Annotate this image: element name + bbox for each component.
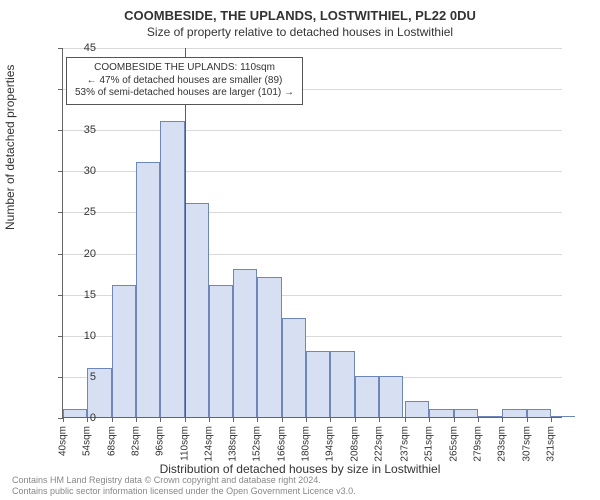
x-tick-label: 237sqm — [400, 426, 411, 462]
x-tick-label: 293sqm — [497, 426, 508, 462]
x-tick-label: 138sqm — [228, 426, 239, 462]
footer-line-1: Contains HM Land Registry data © Crown c… — [12, 475, 588, 485]
y-tick-label: 10 — [66, 330, 96, 342]
histogram-bar — [136, 162, 160, 417]
histogram-bar — [233, 269, 257, 417]
annotation-line: ← 47% of detached houses are smaller (89… — [75, 75, 294, 88]
x-tick-label: 279sqm — [472, 426, 483, 462]
x-tick-label: 124sqm — [203, 426, 214, 462]
y-tick-label: 30 — [66, 165, 96, 177]
x-tick-label: 110sqm — [179, 426, 190, 461]
histogram-bar — [454, 409, 478, 417]
chart-subtitle: Size of property relative to detached ho… — [0, 25, 600, 39]
histogram-bar — [478, 416, 502, 417]
histogram-bar — [527, 409, 551, 417]
x-tick-label: 68sqm — [106, 426, 117, 456]
y-tick-label: 25 — [66, 206, 96, 218]
x-tick-label: 40sqm — [58, 426, 69, 456]
y-axis-title: Number of detached properties — [3, 65, 17, 230]
y-tick-label: 15 — [66, 289, 96, 301]
y-tick-label: 5 — [66, 371, 96, 383]
histogram-bar — [551, 416, 575, 417]
histogram-bar — [282, 318, 306, 417]
x-tick-label: 54sqm — [82, 426, 93, 456]
histogram-bar — [160, 121, 184, 417]
histogram-bar — [429, 409, 453, 417]
histogram-bar — [502, 409, 526, 417]
footer-line-2: Contains public sector information licen… — [12, 486, 588, 496]
x-tick-label: 96sqm — [155, 426, 166, 456]
histogram-bar — [306, 351, 330, 417]
x-tick-label: 321sqm — [545, 426, 556, 462]
x-tick-label: 251sqm — [424, 426, 435, 462]
x-tick-label: 222sqm — [373, 426, 384, 462]
histogram-bar — [379, 376, 403, 417]
y-tick-label: 45 — [66, 42, 96, 54]
histogram-bar — [330, 351, 354, 417]
chart-title: COOMBESIDE, THE UPLANDS, LOSTWITHIEL, PL… — [0, 8, 600, 23]
x-tick-label: 82sqm — [130, 426, 141, 456]
annotation-line: COOMBESIDE THE UPLANDS: 110sqm — [75, 62, 294, 75]
annotation-line: 53% of semi-detached houses are larger (… — [75, 87, 294, 100]
x-tick-label: 208sqm — [349, 426, 360, 462]
footer: Contains HM Land Registry data © Crown c… — [12, 475, 588, 496]
x-tick-label: 180sqm — [301, 426, 312, 462]
histogram-bar — [355, 376, 379, 417]
histogram-bar — [185, 203, 209, 417]
y-tick-label: 20 — [66, 248, 96, 260]
x-tick-label: 307sqm — [521, 426, 532, 462]
histogram-bar — [405, 401, 429, 417]
y-tick-label: 35 — [66, 124, 96, 136]
x-tick-label: 166sqm — [276, 426, 287, 462]
y-tick-label: 0 — [66, 412, 96, 424]
x-axis-title: Distribution of detached houses by size … — [0, 462, 600, 476]
title-block: COOMBESIDE, THE UPLANDS, LOSTWITHIEL, PL… — [0, 0, 600, 39]
x-tick-label: 265sqm — [448, 426, 459, 462]
histogram-bar — [257, 277, 281, 417]
histogram-bar — [112, 285, 136, 417]
x-tick-label: 194sqm — [325, 426, 336, 462]
x-tick-label: 152sqm — [252, 426, 263, 462]
histogram-bar — [209, 285, 233, 417]
annotation-box: COOMBESIDE THE UPLANDS: 110sqm← 47% of d… — [66, 57, 303, 105]
